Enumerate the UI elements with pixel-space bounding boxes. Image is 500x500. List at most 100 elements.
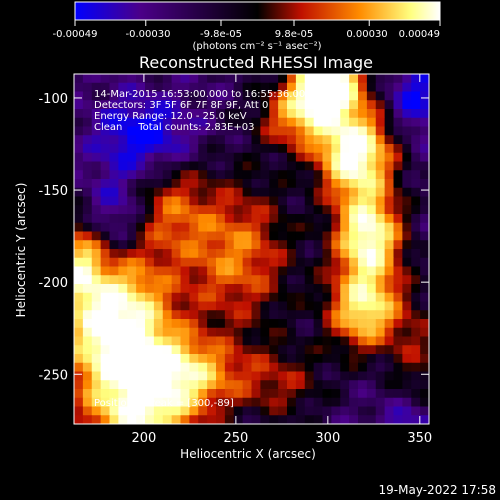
- heatmap-cell: [153, 327, 164, 337]
- heatmap-cell: [402, 371, 412, 381]
- heatmap-cell: [74, 397, 84, 407]
- heatmap-cell: [216, 362, 226, 372]
- heatmap-cell: [375, 327, 386, 337]
- heatmap-cell: [118, 397, 128, 407]
- heatmap-cell: [91, 345, 102, 355]
- heatmap-cell: [375, 380, 386, 390]
- heatmap-cell: [171, 100, 181, 110]
- heatmap-cell: [384, 170, 394, 180]
- heatmap-cell: [269, 196, 279, 206]
- heatmap-cell: [304, 170, 315, 180]
- heatmap-cell: [145, 389, 155, 399]
- heatmap-cell: [384, 301, 394, 311]
- heatmap-cell: [216, 231, 226, 241]
- heatmap-cell: [216, 91, 226, 101]
- heatmap-cell: [100, 336, 110, 346]
- heatmap-cell: [269, 117, 279, 127]
- heatmap-cell: [366, 397, 377, 407]
- heatmap-cell: [74, 152, 84, 162]
- heatmap-cell: [216, 74, 226, 84]
- heatmap-cell: [242, 354, 252, 364]
- heatmap-cell: [136, 249, 146, 259]
- heatmap-cell: [251, 319, 261, 329]
- heatmap-cell: [153, 91, 164, 101]
- heatmap-cell: [233, 100, 244, 110]
- heatmap-cell: [295, 74, 306, 84]
- heatmap-cell: [109, 135, 119, 145]
- heatmap-cell: [216, 284, 226, 294]
- heatmap-cell: [171, 152, 181, 162]
- heatmap-cell: [207, 319, 217, 329]
- heatmap-cell: [82, 371, 93, 381]
- heatmap-cell: [251, 222, 261, 232]
- heatmap-cell: [313, 231, 323, 241]
- heatmap-cell: [207, 231, 217, 241]
- heatmap-cell: [189, 196, 199, 206]
- heatmap-cell: [304, 345, 315, 355]
- heatmap-cell: [313, 240, 323, 250]
- heatmap-cell: [260, 345, 270, 355]
- heatmap-cell: [393, 406, 403, 416]
- heatmap-cell: [74, 301, 84, 311]
- heatmap-cell: [233, 362, 244, 372]
- heatmap-cell: [136, 117, 146, 127]
- heatmap-cell: [153, 380, 164, 390]
- heatmap-cell: [127, 380, 137, 390]
- heatmap-cell: [180, 196, 190, 206]
- heatmap-cell: [136, 389, 146, 399]
- heatmap-cell: [331, 266, 341, 276]
- heatmap-cell: [118, 354, 128, 364]
- heatmap-cell: [233, 187, 244, 197]
- heatmap-cell: [180, 91, 190, 101]
- heatmap-cell: [224, 275, 235, 285]
- heatmap-cell: [91, 109, 102, 119]
- heatmap-cell: [224, 126, 235, 136]
- heatmap-cell: [260, 152, 270, 162]
- heatmap-cell: [358, 257, 368, 267]
- heatmap-cell: [109, 214, 119, 224]
- heatmap-cell: [74, 319, 84, 329]
- heatmap-cell: [411, 222, 421, 232]
- heatmap-cell: [242, 152, 252, 162]
- heatmap-cell: [393, 222, 403, 232]
- heatmap-cell: [216, 126, 226, 136]
- heatmap-cell: [349, 301, 359, 311]
- heatmap-cell: [127, 292, 137, 302]
- heatmap-cell: [322, 222, 332, 232]
- heatmap-cell: [331, 301, 341, 311]
- heatmap-cell: [375, 82, 386, 92]
- heatmap-cell: [171, 126, 181, 136]
- heatmap-cell: [260, 126, 270, 136]
- heatmap-cell: [260, 249, 270, 259]
- heatmap-cell: [251, 74, 261, 84]
- heatmap-cell: [295, 240, 306, 250]
- heatmap-cell: [287, 205, 297, 215]
- heatmap-cell: [358, 187, 368, 197]
- heatmap-cell: [313, 266, 323, 276]
- heatmap-cell: [349, 371, 359, 381]
- heatmap-cell: [402, 100, 412, 110]
- heatmap-cell: [100, 389, 110, 399]
- heatmap-cell: [171, 362, 181, 372]
- heatmap-cell: [145, 319, 155, 329]
- heatmap-cell: [100, 91, 110, 101]
- heatmap-cell: [420, 231, 429, 241]
- heatmap-cell: [366, 275, 377, 285]
- heatmap-cell: [393, 284, 403, 294]
- heatmap-cell: [420, 301, 429, 311]
- heatmap-cell: [100, 284, 110, 294]
- heatmap-cell: [322, 362, 332, 372]
- heatmap-cell: [136, 275, 146, 285]
- heatmap-cell: [251, 161, 261, 171]
- heatmap-cell: [233, 371, 244, 381]
- heatmap-cell: [136, 152, 146, 162]
- heatmap-cell: [349, 222, 359, 232]
- heatmap-cell: [233, 292, 244, 302]
- heatmap-cell: [136, 205, 146, 215]
- heatmap-cell: [420, 187, 429, 197]
- heatmap-cell: [180, 179, 190, 189]
- heatmap-cell: [331, 240, 341, 250]
- heatmap-cell: [295, 161, 306, 171]
- heatmap-cell: [322, 336, 332, 346]
- heatmap-cell: [331, 284, 341, 294]
